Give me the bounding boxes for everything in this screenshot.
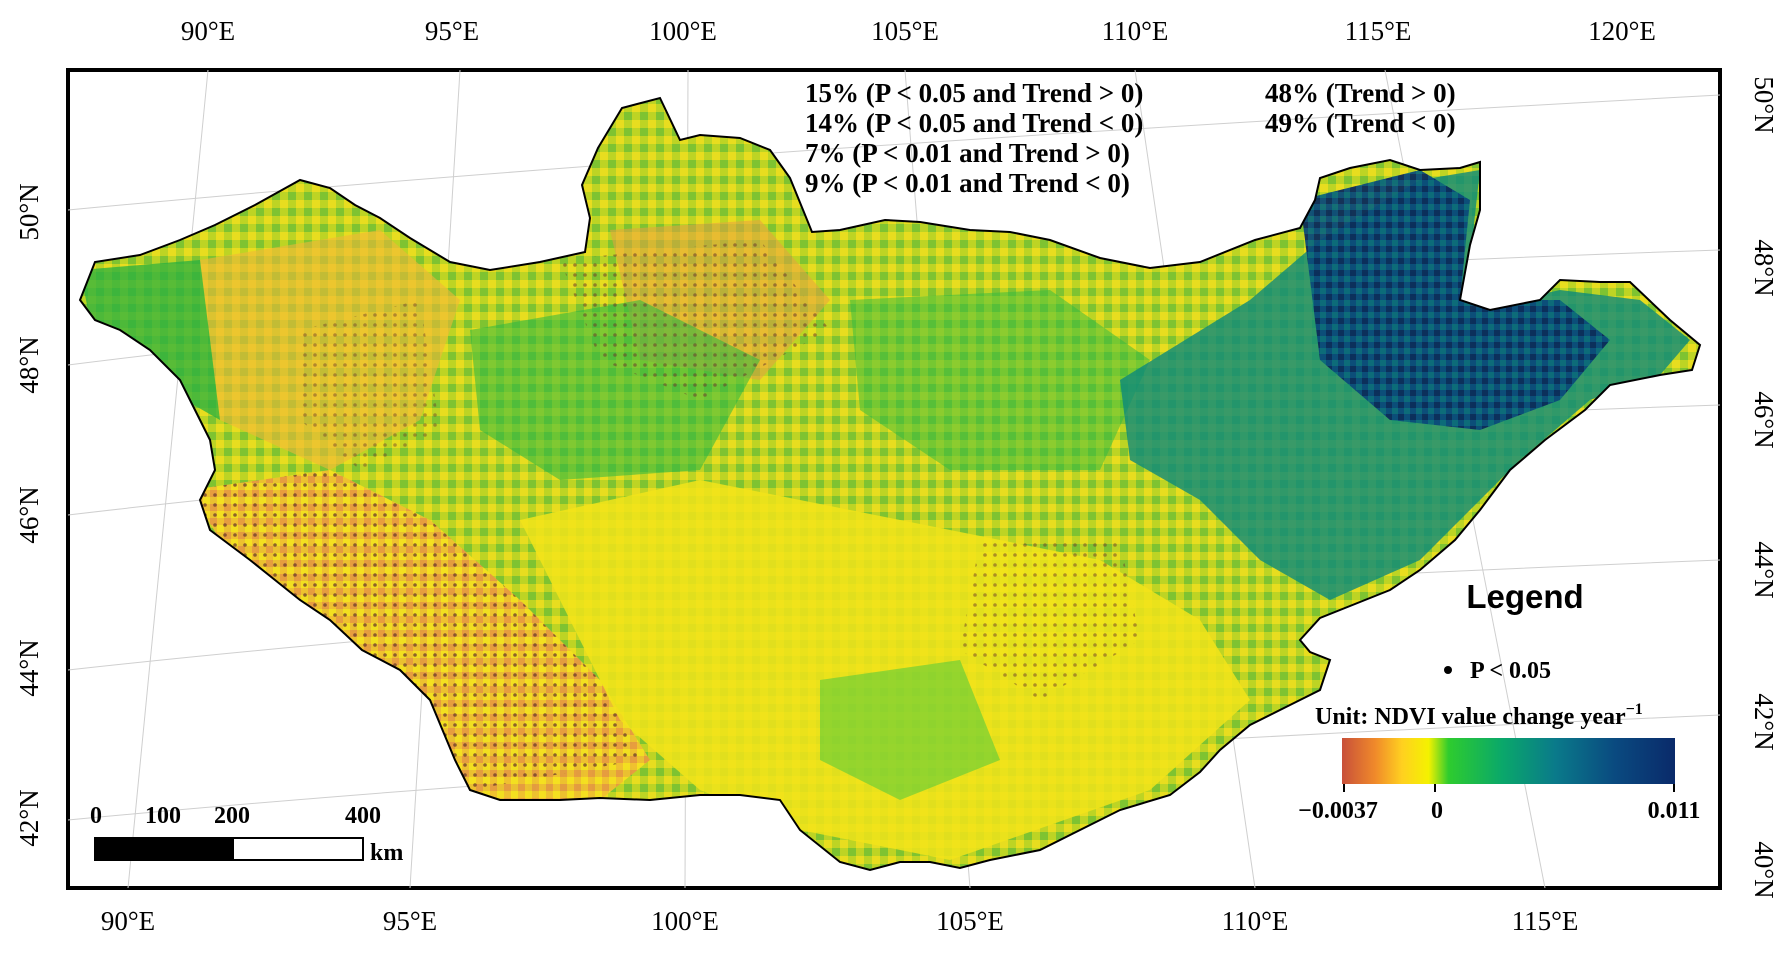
left-lat-label: 46°N	[14, 486, 44, 543]
scale-unit: km	[370, 840, 403, 866]
right-lat-label: 42°N	[1749, 693, 1779, 750]
country-border	[78, 96, 1702, 872]
left-lat-label: 50°N	[14, 183, 44, 240]
top-lon-label: 90°E	[181, 16, 235, 46]
stat-line: 49% (Trend < 0)	[1265, 108, 1456, 138]
scale-bar-white-segment	[232, 837, 364, 861]
right-lat-label: 46°N	[1749, 391, 1779, 448]
legend-dot-label: P < 0.05	[1470, 658, 1551, 684]
top-lon-label: 95°E	[425, 16, 479, 46]
right-lat-label: 50°N	[1749, 76, 1779, 133]
colorbar-max-label: 0.011	[1648, 798, 1701, 824]
top-lon-label: 110°E	[1102, 16, 1169, 46]
scale-label: 200	[214, 803, 250, 829]
left-lat-label: 44°N	[14, 639, 44, 696]
legend: Legend P < 0.05 Unit: NDVI value change …	[1298, 578, 1700, 824]
legend-title: Legend	[1466, 578, 1583, 615]
right-lat-label: 40°N	[1749, 841, 1779, 898]
stat-line: 7% (P < 0.01 and Trend > 0)	[805, 138, 1130, 168]
stat-line: 15% (P < 0.05 and Trend > 0)	[805, 78, 1143, 108]
top-lon-label: 100°E	[649, 16, 717, 46]
significance-dot-symbol	[1444, 666, 1452, 674]
stat-line: 48% (Trend > 0)	[1265, 78, 1456, 108]
legend-unit-superscript: −1	[1626, 701, 1643, 718]
top-lon-labels: 90°E 95°E 100°E 105°E 110°E 115°E 120°E	[181, 16, 1656, 46]
scale-bar: 0 100 200 400 km	[90, 803, 403, 866]
left-lat-label: 48°N	[14, 336, 44, 393]
colorbar-min-label: −0.0037	[1298, 798, 1378, 824]
trend-stats: 15% (P < 0.05 and Trend > 0) 14% (P < 0.…	[805, 78, 1456, 198]
colorbar-mid-label: 0	[1431, 798, 1443, 824]
colorbar	[1342, 738, 1675, 784]
stat-line: 14% (P < 0.05 and Trend < 0)	[805, 108, 1143, 138]
stat-line: 9% (P < 0.01 and Trend < 0)	[805, 168, 1130, 198]
top-lon-label: 120°E	[1588, 16, 1656, 46]
bottom-lon-label: 105°E	[936, 906, 1004, 936]
legend-unit-label: Unit: NDVI value change year−1	[1315, 701, 1643, 730]
scale-bar-black-segment	[94, 837, 234, 861]
scale-label: 0	[90, 803, 102, 829]
bottom-lon-label: 100°E	[651, 906, 719, 936]
left-lat-label: 42°N	[14, 789, 44, 846]
right-lat-labels: 50°N 48°N 46°N 44°N 42°N 40°N	[1749, 76, 1779, 898]
bottom-lon-label: 90°E	[101, 906, 155, 936]
scale-label: 400	[345, 803, 381, 829]
right-lat-label: 44°N	[1749, 541, 1779, 598]
bottom-lon-label: 110°E	[1222, 906, 1289, 936]
left-lat-labels: 50°N 48°N 46°N 44°N 42°N	[14, 183, 44, 846]
legend-unit-text: Unit: NDVI value change year	[1315, 704, 1626, 730]
bottom-lon-label: 115°E	[1512, 906, 1579, 936]
top-lon-label: 105°E	[871, 16, 939, 46]
bottom-lon-label: 95°E	[383, 906, 437, 936]
bottom-lon-labels: 90°E 95°E 100°E 105°E 110°E 115°E	[101, 906, 1579, 936]
scale-label: 100	[145, 803, 181, 829]
right-lat-label: 48°N	[1749, 239, 1779, 296]
top-lon-label: 115°E	[1345, 16, 1412, 46]
